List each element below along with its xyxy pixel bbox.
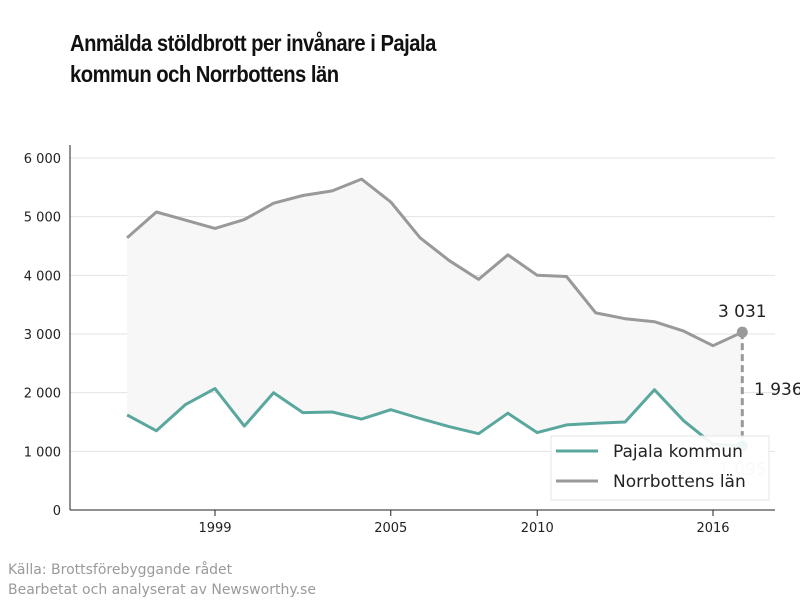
difference-value-label: 1 936 [754, 380, 800, 400]
x-tick-label: 1999 [198, 521, 231, 536]
x-tick-label: 2010 [521, 521, 554, 536]
y-tick-label: 6 000 [24, 152, 61, 167]
series-line-pajala [126, 387, 743, 448]
y-tick-label: 5 000 [24, 211, 61, 226]
source-line-2: Bearbetat och analyserat av Newsworthy.s… [8, 582, 316, 598]
series-line-norrbotten [126, 177, 743, 348]
y-tick-label: 2 000 [24, 387, 61, 402]
y-tick-label: 4 000 [24, 269, 61, 284]
chart-title-line-2: kommun och Norrbottens län [70, 61, 339, 87]
legend-label-norrbotten: Norrbottens län [613, 472, 746, 492]
y-tick-label: 3 000 [24, 328, 61, 343]
x-tick-label: 2016 [696, 521, 729, 536]
source-note: Källa: Brottsförebyggande rådet Bearbeta… [8, 560, 316, 600]
norrbotten-last-value-label: 3 031 [718, 302, 767, 322]
chart-title-line-1: Anmälda stöldbrott per invånare i Pajala [70, 30, 436, 56]
source-line-1: Källa: Brottsförebyggande rådet [8, 562, 233, 578]
chart-title: Anmälda stöldbrott per invånare i Pajala… [70, 28, 528, 90]
y-tick-label: 1 000 [24, 445, 61, 460]
legend-label-pajala: Pajala kommun [613, 442, 743, 462]
difference-band [127, 179, 743, 446]
norrbotten-last-point [736, 326, 748, 338]
x-tick-label: 2005 [374, 521, 407, 536]
legend-box [550, 435, 770, 501]
y-tick-label: 0 [53, 504, 61, 519]
